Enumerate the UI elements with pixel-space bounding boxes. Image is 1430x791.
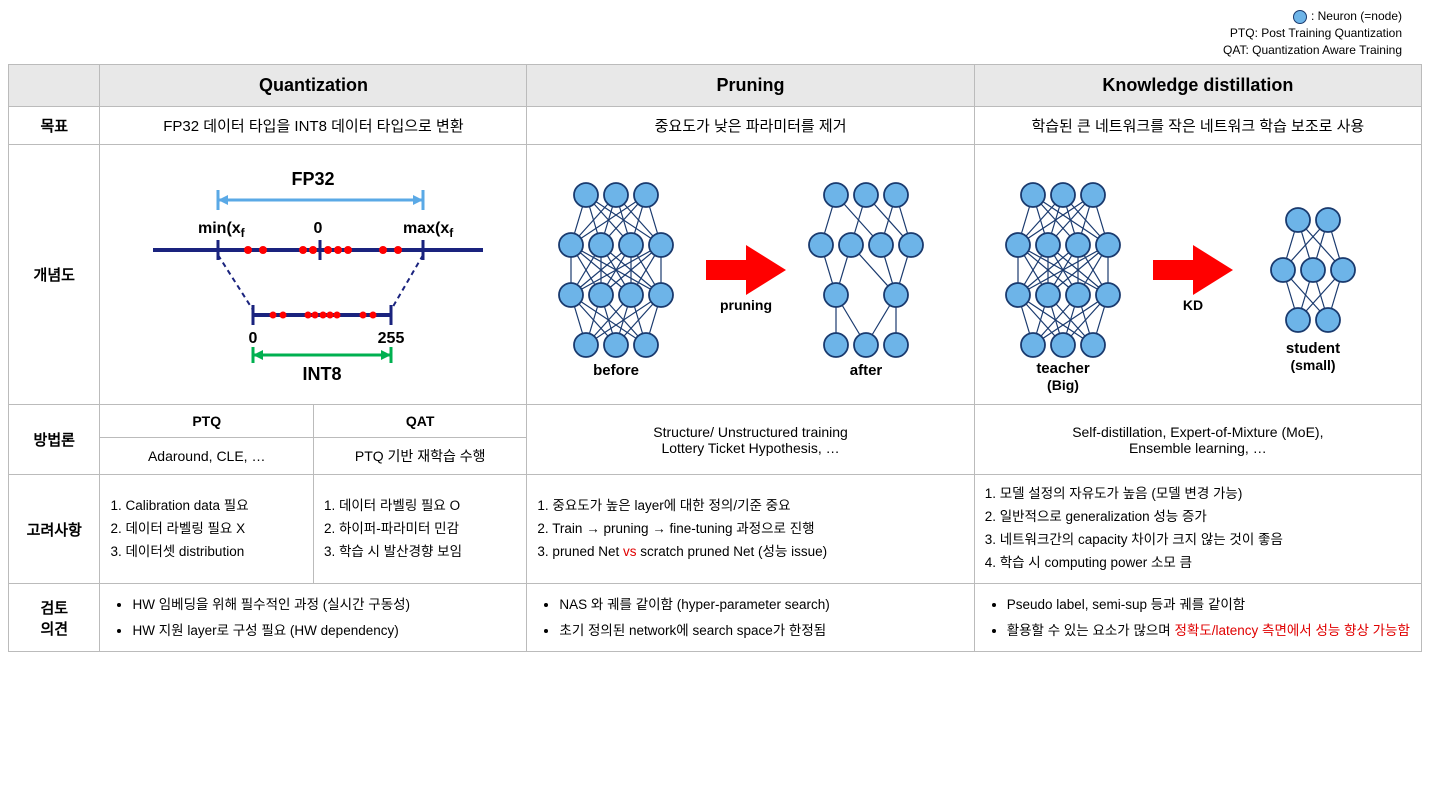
consider-prune: 1. 중요도가 높은 layer에 대한 정의/기준 중요 2. Train →… xyxy=(527,475,974,584)
legend-qat: QAT: Quantization Aware Training xyxy=(8,42,1402,59)
svg-text:0: 0 xyxy=(314,220,323,237)
consider-qat: 1. 데이터 라벨링 필요 O 2. 하이퍼-파라미터 민감 3. 학습 시 발… xyxy=(313,475,526,584)
header-kd: Knowledge distillation xyxy=(974,65,1421,107)
method-prune: Structure/ Unstructured training Lottery… xyxy=(527,405,974,475)
neuron-icon xyxy=(1293,10,1307,24)
row-consider: 고려사항 xyxy=(9,475,100,584)
review-kd: Pseudo label, semi-sup 등과 궤를 같이함 활용할 수 있… xyxy=(974,584,1421,652)
svg-text:KD: KD xyxy=(1183,297,1203,313)
svg-text:teacher: teacher xyxy=(1036,360,1090,377)
svg-text:after: after xyxy=(849,362,882,379)
row-goal: 목표 xyxy=(9,107,100,145)
svg-text:(Big): (Big) xyxy=(1047,377,1079,393)
quant-diagram: FP32 min(xf 0 max(xf xyxy=(100,145,527,405)
svg-text:255: 255 xyxy=(378,330,405,347)
svg-text:min(xf: min(xf xyxy=(198,220,246,240)
header-quantization: Quantization xyxy=(100,65,527,107)
kd-diagram: teacher (Big) KD xyxy=(974,145,1421,405)
review-prune: NAS 와 궤를 같이함 (hyper-parameter search) 초기… xyxy=(527,584,974,652)
row-diagram: 개념도 xyxy=(9,145,100,405)
comparison-table: Quantization Pruning Knowledge distillat… xyxy=(8,64,1422,652)
legend-box: : Neuron (=node) PTQ: Post Training Quan… xyxy=(8,8,1422,58)
qat-body: PTQ 기반 재학습 수행 xyxy=(313,438,526,475)
row-method: 방법론 xyxy=(9,405,100,475)
prune-diagram: before pruning xyxy=(527,145,974,405)
svg-text:0: 0 xyxy=(249,330,258,347)
legend-neuron-text: : Neuron (=node) xyxy=(1311,9,1402,23)
fp32-label: FP32 xyxy=(292,169,335,189)
ptq-head: PTQ xyxy=(100,405,313,438)
goal-quant: FP32 데이터 타입을 INT8 데이터 타입으로 변환 xyxy=(100,107,527,145)
svg-text:max(xf: max(xf xyxy=(403,220,454,240)
consider-kd: 1. 모델 설정의 자유도가 높음 (모델 변경 가능) 2. 일반적으로 ge… xyxy=(974,475,1421,584)
svg-text:(small): (small) xyxy=(1290,357,1335,373)
svg-text:pruning: pruning xyxy=(719,297,771,313)
row-review: 검토 의견 xyxy=(9,584,100,652)
review-quant: HW 임베딩을 위해 필수적인 과정 (실시간 구동성) HW 지원 layer… xyxy=(100,584,527,652)
svg-text:before: before xyxy=(593,362,639,379)
qat-head: QAT xyxy=(313,405,526,438)
consider-ptq: 1. Calibration data 필요 2. 데이터 라벨링 필요 X 3… xyxy=(100,475,313,584)
method-kd: Self-distillation, Expert-of-Mixture (Mo… xyxy=(974,405,1421,475)
goal-kd: 학습된 큰 네트워크를 작은 네트워크 학습 보조로 사용 xyxy=(974,107,1421,145)
legend-ptq: PTQ: Post Training Quantization xyxy=(8,25,1402,42)
svg-text:INT8: INT8 xyxy=(303,364,342,384)
goal-prune: 중요도가 낮은 파라미터를 제거 xyxy=(527,107,974,145)
ptq-body: Adaround, CLE, … xyxy=(100,438,313,475)
svg-text:student: student xyxy=(1286,340,1340,357)
header-pruning: Pruning xyxy=(527,65,974,107)
